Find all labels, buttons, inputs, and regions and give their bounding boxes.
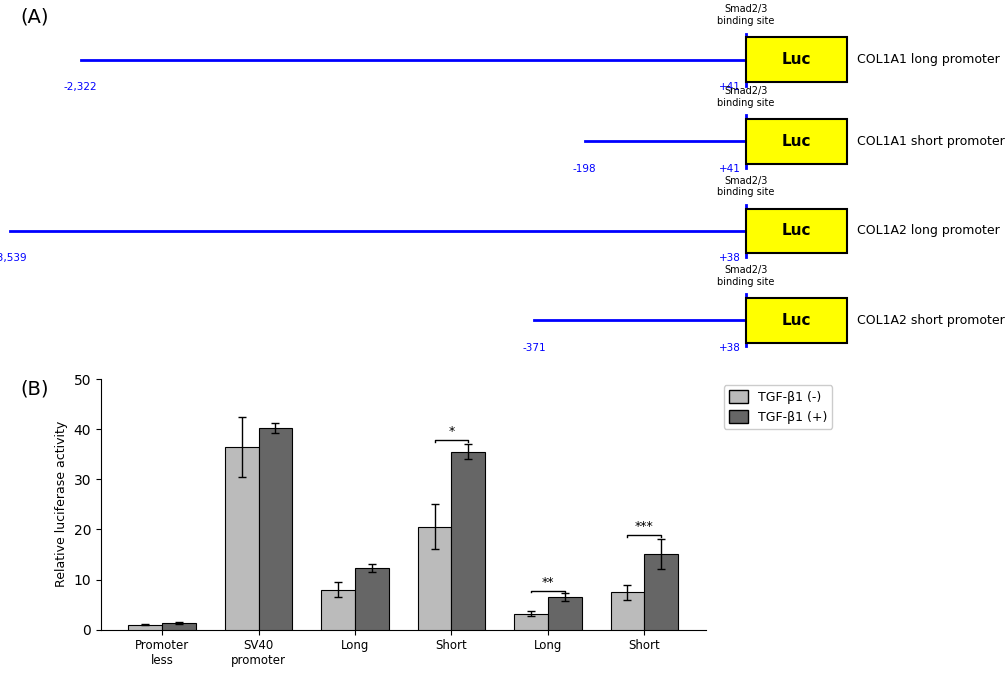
Bar xyxy=(162,623,196,630)
FancyBboxPatch shape xyxy=(746,209,847,253)
Text: -198: -198 xyxy=(573,164,597,174)
Y-axis label: Relative luciferase activity: Relative luciferase activity xyxy=(54,421,68,588)
Bar xyxy=(611,592,644,630)
Bar xyxy=(514,613,548,630)
Bar xyxy=(548,597,582,630)
Text: *: * xyxy=(449,425,455,438)
Text: (B): (B) xyxy=(20,379,48,398)
FancyBboxPatch shape xyxy=(746,298,847,343)
Text: -371: -371 xyxy=(522,343,546,353)
Bar xyxy=(355,568,389,630)
Text: +38: +38 xyxy=(719,253,741,263)
Text: **: ** xyxy=(541,575,554,588)
Text: Smad2/3
binding site: Smad2/3 binding site xyxy=(718,176,774,198)
Bar xyxy=(128,625,162,630)
Text: +41: +41 xyxy=(719,164,741,174)
Text: +41: +41 xyxy=(719,82,741,92)
Bar xyxy=(417,527,452,630)
Text: ***: *** xyxy=(635,521,654,533)
Bar xyxy=(644,554,678,630)
Text: Smad2/3
binding site: Smad2/3 binding site xyxy=(718,265,774,286)
Bar xyxy=(452,452,485,630)
Text: Smad2/3
binding site: Smad2/3 binding site xyxy=(718,87,774,108)
Text: -2,322: -2,322 xyxy=(64,82,98,92)
Text: Luc: Luc xyxy=(781,134,811,149)
Text: -3,539: -3,539 xyxy=(0,253,27,263)
Text: Smad2/3
binding site: Smad2/3 binding site xyxy=(718,5,774,26)
Text: Luc: Luc xyxy=(781,313,811,328)
Text: COL1A2 short promoter: COL1A2 short promoter xyxy=(857,313,1005,327)
Text: +38: +38 xyxy=(719,343,741,353)
Bar xyxy=(322,590,355,630)
Text: Luc: Luc xyxy=(781,52,811,67)
Text: Luc: Luc xyxy=(781,223,811,238)
Bar xyxy=(258,429,292,630)
Bar xyxy=(225,447,258,630)
Legend: TGF-β1 (-), TGF-β1 (+): TGF-β1 (-), TGF-β1 (+) xyxy=(724,385,832,429)
FancyBboxPatch shape xyxy=(746,119,847,164)
FancyBboxPatch shape xyxy=(746,37,847,82)
Text: COL1A1 long promoter: COL1A1 long promoter xyxy=(857,53,1000,66)
Text: COL1A1 short promoter: COL1A1 short promoter xyxy=(857,135,1005,148)
Text: (A): (A) xyxy=(20,7,48,26)
Text: COL1A2 long promoter: COL1A2 long promoter xyxy=(857,224,1000,238)
